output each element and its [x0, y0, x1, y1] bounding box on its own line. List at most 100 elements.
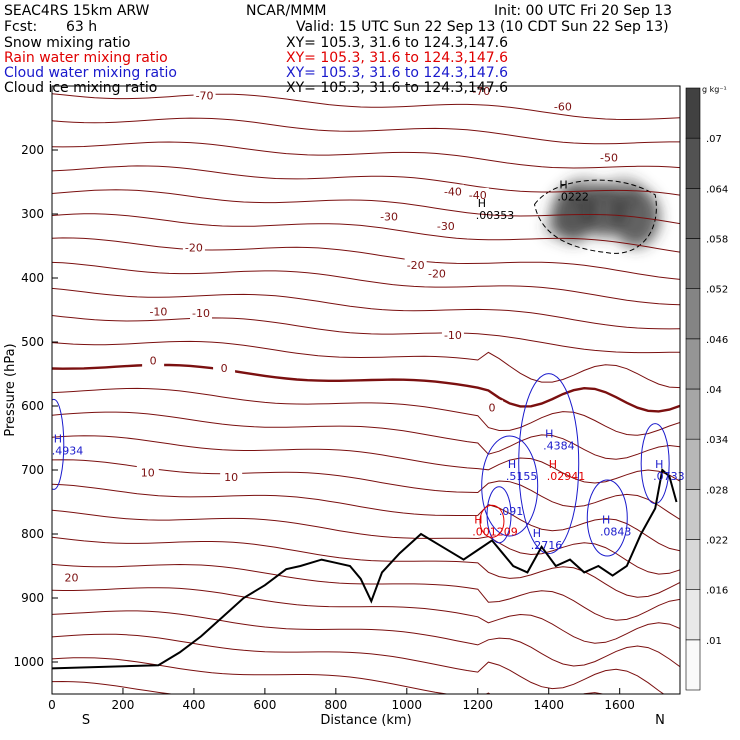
temperature-line-14: [52, 435, 680, 484]
colorbar-box-4: [685, 438, 701, 490]
colorbar-tick-8: .058: [706, 235, 728, 246]
temp-label-bg-15: [213, 361, 236, 375]
temp-label-10: -20: [428, 268, 446, 281]
colorbar-tick-9: .064: [706, 184, 728, 195]
max-marker-0: H: [559, 178, 567, 191]
colorbar-tick-4: .034: [706, 435, 728, 446]
plot-background: [52, 86, 680, 694]
temperature-line-12: [52, 387, 680, 436]
temperature-line-0: [52, 93, 680, 121]
colorbar-box-1: [685, 589, 701, 641]
temp-label-bg-4: [441, 184, 464, 198]
temperature-line-19: [52, 563, 680, 621]
colorbar-box-9: [685, 188, 701, 239]
colorbar-box-10: [685, 137, 701, 189]
colorbar-box-2: [685, 539, 701, 590]
cloud-water-contour-0: [52, 398, 65, 490]
temperature-line-4: [52, 189, 680, 225]
max-marker-1: H: [478, 197, 486, 210]
temp-label-14: 0: [150, 355, 157, 368]
temp-label-bg-2: [551, 99, 574, 113]
max-value-6: .02941: [547, 470, 586, 483]
max-marker-4: H: [508, 458, 516, 471]
field-xy-rain: XY= 105.3, 31.6 to 124.3,147.6: [286, 50, 509, 66]
temperature-line-24: [52, 680, 176, 694]
temperature-line-20: [52, 587, 680, 644]
max-value-0: .0222: [557, 190, 589, 203]
max-value-10: .0843: [600, 526, 632, 539]
max-value-1: .00353: [476, 209, 514, 222]
fcst-label: Fcst:: [4, 19, 38, 35]
temp-label-bg-16: [480, 400, 503, 414]
temp-label-bg-10: [425, 266, 448, 280]
temperature-line-21: [52, 610, 680, 668]
y-tick-label-7: 900: [21, 591, 44, 605]
max-value-2: .4934: [52, 444, 84, 457]
temp-label-bg-19: [60, 570, 83, 584]
max-marker-5: H: [655, 458, 663, 471]
temp-label-2: -60: [554, 100, 572, 113]
y-tick-label-1: 300: [21, 207, 44, 221]
temperature-line-17: [52, 509, 680, 575]
temp-label-bg-6: [378, 209, 401, 223]
colorbar-tick-7: .052: [706, 285, 728, 296]
cloud-water-contour-3: [586, 479, 628, 557]
temp-label-13: -10: [444, 329, 462, 342]
max-value-3: .4384: [543, 439, 575, 452]
temp-label-17: 10: [141, 467, 155, 480]
colorbar-box-6: [685, 338, 701, 390]
north-end-label: N: [655, 713, 665, 728]
temperature-line-18: [52, 536, 680, 598]
temperature-line-13: [52, 411, 680, 460]
temp-label-1: -70: [472, 85, 490, 98]
y-tick-label-0: 200: [21, 143, 44, 157]
max-value-5: .0733: [653, 470, 685, 483]
temp-label-bg-14: [142, 353, 165, 367]
temp-label-18: 10: [224, 471, 238, 484]
temperature-line-5: [52, 213, 680, 253]
x-axis-label: Distance (km): [320, 713, 411, 728]
fcst-value: 63 h: [66, 19, 98, 35]
init-time: Init: 00 UTC Fri 20 Sep 13: [494, 3, 673, 19]
temperature-line-8: [52, 287, 680, 330]
temp-label-3: -50: [600, 152, 618, 165]
colorbar-tick-3: .028: [706, 485, 728, 496]
temp-label-12: -10: [192, 307, 210, 320]
colorbar-tick-1: .016: [706, 586, 728, 597]
temperature-line-3: [52, 165, 680, 196]
temperature-line-7: [52, 261, 680, 306]
max-marker-9: H: [533, 527, 541, 540]
max-value-4: .5155: [506, 470, 538, 483]
temp-label-19: 20: [65, 572, 79, 585]
colorbar-box-0: [685, 639, 701, 691]
x-tick-label-4: 800: [324, 698, 347, 712]
temp-label-bg-9: [404, 258, 427, 272]
valid-time: Valid: 15 UTC Sun 22 Sep 13 (10 CDT Sun …: [296, 19, 669, 35]
temp-label-bg-18: [220, 470, 243, 484]
temperature-line-9: [52, 315, 680, 354]
snow-blob-5: [543, 214, 568, 239]
temp-label-4: -40: [444, 186, 462, 199]
x-tick-label-2: 400: [182, 698, 205, 712]
max-marker-6: H: [549, 458, 557, 471]
temp-label-bg-7: [434, 219, 457, 233]
max-value-9: .2716: [531, 539, 563, 552]
max-marker-8: H: [474, 514, 482, 527]
temp-label-bg-1: [470, 84, 493, 98]
max-value-7: .091: [499, 505, 523, 518]
colorbar-box-5: [685, 388, 701, 440]
temp-label-7: -30: [437, 220, 455, 233]
colorbar-tick-6: .046: [706, 335, 728, 346]
y-tick-label-6: 800: [21, 527, 44, 541]
x-tick-label-6: 1200: [462, 698, 493, 712]
colorbar-box-11: [685, 87, 701, 139]
rain-contour: [479, 504, 505, 538]
model-title: SEAC4RS 15km ARW: [4, 3, 150, 19]
temp-label-16: 0: [488, 401, 495, 414]
x-tick-label-7: 1400: [533, 698, 564, 712]
south-end-label: S: [82, 713, 90, 728]
temp-label-0: -70: [196, 90, 214, 103]
y-tick-label-4: 600: [21, 399, 44, 413]
snow-blob-4: [603, 177, 644, 206]
field-label-snow: Snow mixing ratio: [4, 35, 131, 51]
